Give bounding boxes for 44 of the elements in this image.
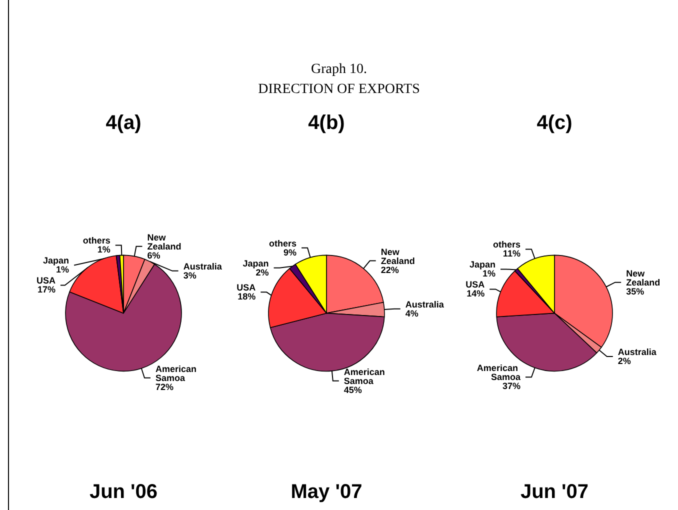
text: Jun '06: [89, 481, 158, 503]
slice-label: Japan: [43, 256, 70, 266]
data-label: 6%: [147, 250, 160, 260]
data-label: 35%: [626, 286, 644, 296]
slice-label: others: [269, 238, 297, 248]
text: Graph 10.: [310, 61, 368, 79]
slice-label: New Zealand: [147, 232, 182, 252]
slice-label: Australia: [618, 347, 658, 358]
data-label: 37%: [502, 381, 520, 392]
slice-label: others: [492, 240, 520, 250]
slice-label: New Zealand: [626, 268, 660, 288]
slice-label: Australia: [405, 299, 445, 310]
chart-title: 4(b): [308, 112, 345, 134]
slice-label: USA: [466, 280, 486, 290]
slice-label: American Samoa: [156, 364, 200, 383]
text: Jun '07: [520, 481, 589, 503]
slice-label: others: [82, 236, 110, 246]
data-label: 11%: [502, 248, 520, 259]
slice-label: American Samoa: [476, 363, 522, 382]
data-label: 14%: [466, 288, 485, 299]
chart-title: 4(a): [106, 112, 142, 134]
data-label: 4%: [405, 308, 418, 318]
data-label: 3%: [183, 270, 196, 280]
slice-label: American Samoa: [344, 366, 388, 386]
data-label: 22%: [380, 264, 399, 275]
data-label: 1%: [56, 264, 70, 275]
data-label: 2%: [618, 356, 631, 366]
slice-label: Australia: [183, 261, 223, 272]
data-label: 1%: [97, 244, 110, 255]
data-label: 1%: [482, 268, 496, 279]
data-label: 17%: [37, 284, 56, 295]
slice-label: Japan: [469, 260, 496, 270]
text: May '07: [290, 481, 362, 503]
data-label: 72%: [156, 382, 174, 392]
slice-label: Japan: [242, 258, 269, 268]
data-label: 18%: [238, 292, 256, 302]
text: DIRECTION OF EXPORTS: [257, 81, 421, 99]
chart-title: 4(c): [536, 112, 572, 134]
data-label: 45%: [344, 384, 362, 395]
slice-label: USA: [36, 276, 56, 286]
slice-label: USA: [236, 282, 256, 293]
slice-label: New Zealand: [380, 246, 415, 266]
data-label: 2%: [256, 267, 269, 278]
data-label: 9%: [284, 247, 297, 258]
